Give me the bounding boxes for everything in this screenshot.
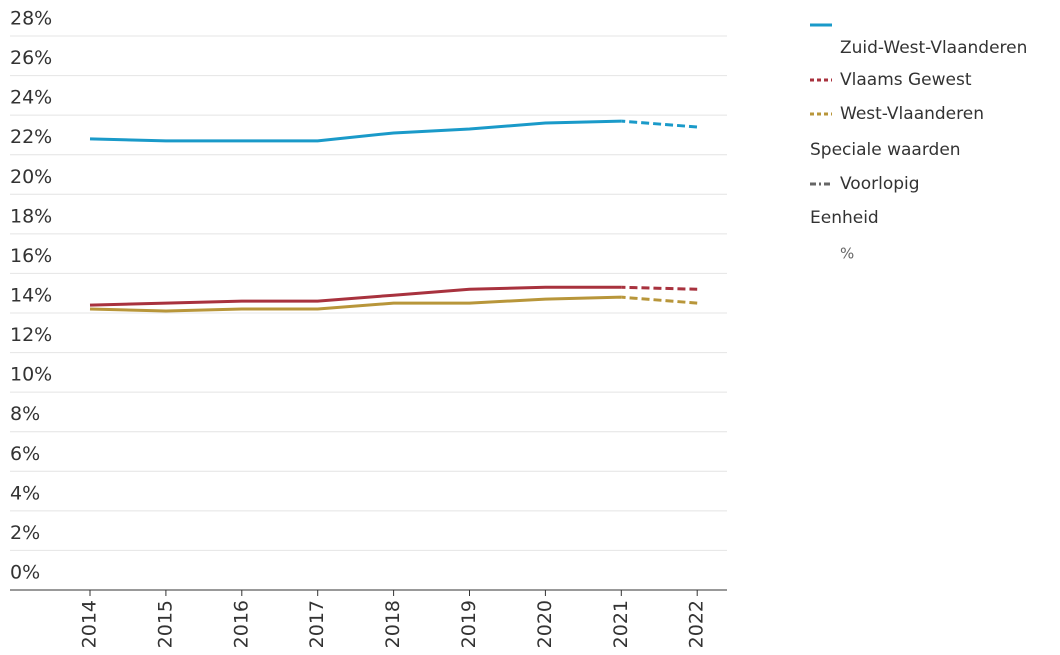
- y-tick-label: 24%: [10, 87, 52, 109]
- x-tick-label: 2021: [610, 600, 632, 648]
- y-tick-label: 20%: [10, 166, 52, 188]
- y-tick-label: 18%: [10, 205, 52, 227]
- legend-label: Vlaams Gewest: [840, 70, 972, 90]
- series-line: [89, 295, 622, 313]
- x-tick-label: 2015: [154, 600, 176, 648]
- y-tick-label: 2%: [10, 522, 40, 544]
- y-tick-label: 4%: [10, 482, 40, 504]
- x-tick-label: 2014: [79, 600, 101, 648]
- x-tick-label: 2017: [306, 600, 328, 648]
- legend-special-title: Speciale waarden: [810, 140, 961, 160]
- provisional-overlay: [621, 119, 698, 129]
- y-tick-label: 22%: [10, 126, 52, 148]
- legend-label: West-Vlaanderen: [840, 104, 984, 124]
- y-tick-label: 0%: [10, 562, 40, 584]
- x-tick-label: 2020: [534, 600, 556, 648]
- x-tick-label: 2016: [230, 600, 252, 648]
- y-tick-label: 6%: [10, 443, 40, 465]
- x-tick-label: 2022: [686, 600, 708, 648]
- series-line: [89, 285, 622, 307]
- y-tick-label: 8%: [10, 403, 40, 425]
- y-tick-label: 28%: [10, 8, 52, 30]
- series-line: [89, 119, 622, 143]
- legend-unit: %: [840, 245, 854, 263]
- legend-provisional: Voorlopig: [840, 174, 920, 194]
- legend-unit-title: Eenheid: [810, 208, 879, 228]
- y-tick-label: 26%: [10, 47, 52, 69]
- y-tick-label: 12%: [10, 324, 52, 346]
- y-tick-label: 14%: [10, 285, 52, 307]
- y-tick-label: 10%: [10, 364, 52, 386]
- legend-label: Zuid-West-Vlaanderen: [840, 38, 1027, 58]
- x-tick-label: 2018: [382, 600, 404, 648]
- x-tick-label: 2019: [458, 600, 480, 648]
- y-tick-label: 16%: [10, 245, 52, 267]
